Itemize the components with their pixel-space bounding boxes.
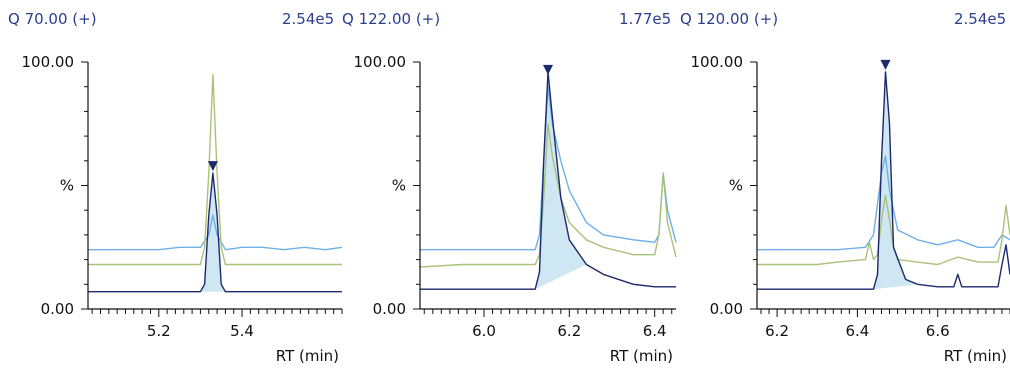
y-axis-label: %	[729, 177, 743, 195]
x-tick-label: 6.4	[643, 322, 667, 340]
y-tick-label-max: 100.00	[691, 53, 744, 71]
peak-marker-icon	[543, 64, 553, 75]
chart-1-intensity: 2.54e5	[282, 10, 335, 28]
trace-dark	[420, 71, 676, 290]
trace-green	[757, 194, 1010, 266]
chart-3-intensity: 2.54e5	[954, 10, 1007, 28]
x-tick-label: 5.2	[147, 322, 171, 340]
chart-2: 100.00% 0.00 6.0 6.2 6.4 RT (min)	[354, 53, 677, 365]
trace-light-blue	[88, 214, 343, 251]
chart-2-intensity: 1.77e5	[619, 10, 672, 28]
x-tick-label: 6.2	[765, 322, 789, 340]
chart-1-title: Q 70.00 (+)	[8, 10, 97, 28]
chart-2-title: Q 122.00 (+)	[342, 10, 441, 28]
chart-1: 100.00% 0.00 5.2 5.4 RT (min)	[22, 53, 343, 365]
y-tick-label-min: 0.00	[710, 300, 743, 318]
y-axis-label: %	[392, 177, 406, 195]
x-tick-label: 6.2	[557, 322, 581, 340]
trace-green	[88, 73, 342, 266]
trace-light-blue	[757, 155, 1010, 251]
chart-3: 100.00% 0.00 6.2 6.4 6.6 RT (min)	[691, 53, 1010, 365]
trace-green	[419, 123, 677, 268]
x-tick-label: 6.0	[472, 322, 496, 340]
x-tick-label: 5.4	[230, 322, 254, 340]
x-axis-title: RT (min)	[610, 347, 673, 365]
y-tick-label-min: 0.00	[373, 300, 406, 318]
x-tick-label: 6.6	[926, 322, 950, 340]
y-tick-label-max: 100.00	[354, 53, 407, 71]
peak-marker-icon	[207, 161, 218, 172]
y-axis-label: %	[60, 177, 74, 195]
trace-dark	[757, 71, 1010, 290]
y-tick-label-min: 0.00	[41, 300, 74, 318]
x-axis-title: RT (min)	[276, 347, 339, 365]
y-tick-label-max: 100.00	[22, 53, 75, 71]
trace-dark	[88, 172, 342, 293]
x-axis-title: RT (min)	[944, 347, 1007, 365]
x-tick-label: 6.4	[845, 322, 869, 340]
peak-area-fill	[873, 71, 918, 290]
chart-3-title: Q 120.00 (+)	[680, 10, 779, 28]
peak-marker-icon	[880, 59, 891, 70]
peak-area-fill	[200, 173, 263, 292]
